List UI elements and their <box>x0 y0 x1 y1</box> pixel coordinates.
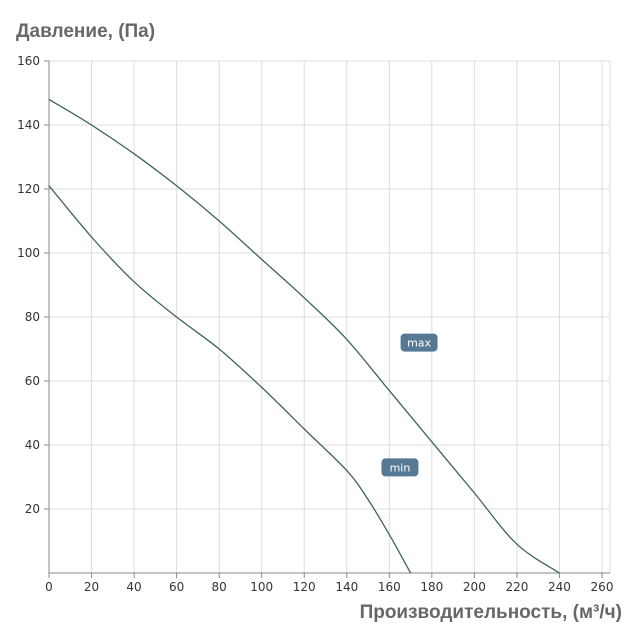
x-tick-label: 200 <box>463 580 486 594</box>
series-label-max: max <box>407 337 431 350</box>
series-line-max <box>48 98 560 574</box>
y-axis-title: Давление, (Па) <box>16 21 155 42</box>
series-line-min <box>48 185 412 574</box>
x-tick-label: 20 <box>84 580 99 594</box>
x-tick-label: 180 <box>420 580 443 594</box>
y-tick-label: 60 <box>25 374 40 388</box>
x-tick-label: 220 <box>505 580 528 594</box>
y-tick-label: 120 <box>17 182 40 196</box>
y-tick-label: 80 <box>25 310 40 324</box>
y-tick-label: 20 <box>25 502 40 516</box>
x-tick-label: 160 <box>378 580 401 594</box>
x-tick-label: 100 <box>250 580 273 594</box>
tick-labels: 0 20 40 60 80 100 120 140 160 180 200 220 240 260 20 40… <box>17 54 613 594</box>
x-axis-title: Производительность, (м³/ч) <box>360 602 622 623</box>
y-tick-label: 160 <box>17 54 40 68</box>
axes <box>44 60 610 578</box>
x-tick-label: 0 <box>45 580 53 594</box>
y-tick-label: 100 <box>17 246 40 260</box>
x-tick-label: 60 <box>169 580 184 594</box>
series-label-min: min <box>390 461 411 474</box>
x-tick-label: 240 <box>548 580 571 594</box>
x-tick-label: 120 <box>293 580 316 594</box>
x-tick-label: 40 <box>126 580 141 594</box>
series-label-badge-max <box>400 333 438 352</box>
y-tick-label: 140 <box>17 118 40 132</box>
x-tick-label: 260 <box>591 580 614 594</box>
series-labels: max min <box>381 333 438 477</box>
grid <box>49 60 611 573</box>
x-tick-label: 140 <box>335 580 358 594</box>
series-lines <box>48 98 560 574</box>
x-tick-label: 80 <box>212 580 227 594</box>
y-tick-label: 40 <box>25 438 40 452</box>
series-label-badge-min <box>381 458 419 477</box>
